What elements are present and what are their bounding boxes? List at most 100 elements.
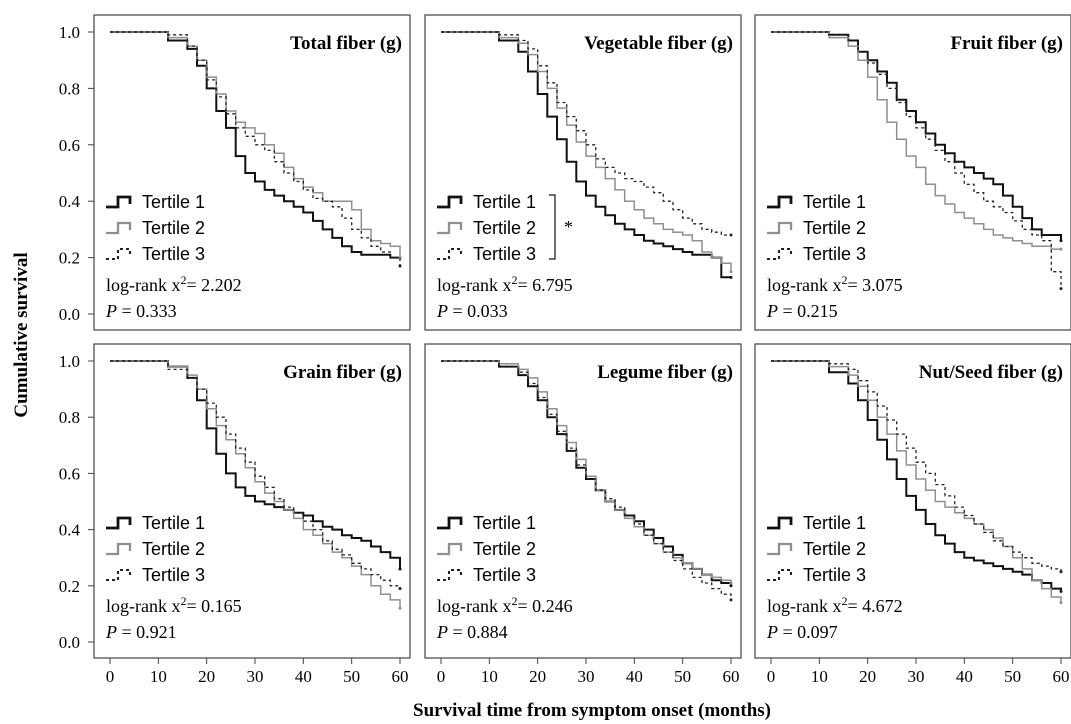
legend-symbol (437, 542, 463, 556)
panel-frame (424, 343, 742, 659)
censor-marker (1059, 601, 1063, 605)
chart-panel: Vegetable fiber (g) Tertile 1 Tertile 2 Ter… (424, 14, 742, 331)
censor-marker (1059, 287, 1063, 291)
x-tick-label: 0 (106, 667, 115, 686)
legend-label: Tertile 1 (803, 513, 866, 533)
legend-symbol (106, 568, 132, 582)
legend-symbol (437, 195, 463, 209)
chart-panel: 0 10 20 30 40 50 60 Nut/Seed fiber (g) Tertile 1… (754, 343, 1071, 686)
censor-marker (729, 581, 733, 585)
panel-title: Nut/Seed fiber (g) (919, 362, 1063, 383)
series-line-tertile-2 (110, 31, 401, 258)
censor-marker (398, 264, 402, 268)
x-tick-label: 60 (392, 667, 409, 686)
legend-symbol (106, 247, 132, 261)
legend-symbol (437, 221, 463, 235)
panel-title: Total fiber (g) (290, 33, 402, 54)
legend-symbol (767, 568, 793, 582)
log-rank-stat: log-rank x2= 2.202 (106, 273, 242, 295)
y-tick-label: 0.8 (59, 408, 80, 427)
x-tick-label: 60 (723, 667, 740, 686)
p-value: P = 0.215 (766, 301, 838, 321)
series-line-tertile-1 (441, 31, 731, 279)
y-tick-label: 0.6 (59, 464, 80, 483)
p-value: P = 0.333 (105, 301, 177, 321)
censor-marker (398, 606, 402, 610)
significance-bracket (549, 194, 556, 260)
log-rank-stat: log-rank x2= 3.075 (767, 273, 903, 295)
panel-frame (93, 14, 411, 331)
series-line-tertile-2 (771, 360, 1062, 603)
x-tick-label: 30 (908, 667, 925, 686)
legend-label: Tertile 3 (142, 244, 205, 264)
series-line-tertile-3 (441, 360, 732, 600)
legend-label: Tertile 1 (473, 513, 536, 533)
legend-label: Tertile 3 (803, 565, 866, 585)
x-tick-label: 40 (626, 667, 643, 686)
x-tick-label: 0 (437, 667, 446, 686)
p-value: P = 0.033 (436, 301, 508, 321)
legend-label: Tertile 3 (473, 565, 536, 585)
p-value: P = 0.097 (766, 622, 838, 642)
legend-label: Tertile 3 (142, 565, 205, 585)
significance-marker: * (564, 217, 573, 237)
log-rank-stat: log-rank x2= 0.165 (106, 594, 242, 616)
chart-panel: 0.0 0.2 0.4 0.6 0.8 1.0 0 10 20 30 40 50 60 Grain fib… (59, 343, 411, 686)
series-line-tertile-3 (110, 31, 401, 267)
y-tick-label: 0.4 (59, 192, 81, 211)
panels: 0.0 0.2 0.4 0.6 0.8 1.0 Total fiber (g) Tertile… (59, 14, 1071, 686)
panel-title: Grain fiber (g) (283, 362, 402, 383)
p-value: P = 0.884 (436, 622, 508, 642)
legend-symbol (437, 247, 463, 261)
x-tick-label: 40 (956, 667, 973, 686)
legend-symbol (106, 516, 132, 530)
chart-panel: 0 10 20 30 40 50 60 Legume fiber (g) Tertile 1 Te… (424, 343, 742, 686)
x-tick-label: 50 (1004, 667, 1021, 686)
censor-marker (398, 256, 402, 260)
legend-symbol (437, 516, 463, 530)
y-tick-label: 0.0 (59, 305, 80, 324)
legend-label: Tertile 2 (803, 218, 866, 238)
y-tick-label: 1.0 (59, 352, 80, 371)
x-tick-label: 20 (198, 667, 215, 686)
panel-title: Legume fiber (g) (597, 362, 733, 383)
censor-marker (1059, 239, 1063, 243)
series-line-tertile-1 (771, 360, 1062, 592)
chart-panel: Fruit fiber (g) Tertile 1 Tertile 2 Tertile… (754, 14, 1071, 331)
x-tick-label: 10 (481, 667, 498, 686)
y-tick-label: 0.0 (59, 633, 80, 652)
x-tick-label: 30 (247, 667, 264, 686)
series-line-tertile-1 (110, 31, 400, 259)
legend-label: Tertile 2 (473, 218, 536, 238)
series-line-tertile-3 (110, 360, 401, 589)
censor-marker (1059, 570, 1063, 574)
censor-marker (729, 270, 733, 274)
legend-label: Tertile 2 (473, 539, 536, 559)
legend-label: Tertile 3 (473, 244, 536, 264)
x-tick-label: 50 (343, 667, 360, 686)
legend-symbol (106, 542, 132, 556)
legend-label: Tertile 3 (803, 244, 866, 264)
log-rank-stat: log-rank x2= 0.246 (437, 594, 573, 616)
x-tick-label: 20 (529, 667, 546, 686)
legend-label: Tertile 2 (142, 539, 205, 559)
legend-label: Tertile 1 (142, 192, 205, 212)
censor-marker (1059, 247, 1063, 251)
x-tick-label: 60 (1053, 667, 1070, 686)
x-tick-label: 40 (295, 667, 312, 686)
panel-frame (754, 14, 1071, 331)
y-axis-label: Cumulative survival (11, 252, 32, 417)
legend-symbol (106, 195, 132, 209)
censor-marker (1059, 589, 1063, 593)
series-line-tertile-2 (771, 31, 1061, 250)
x-tick-label: 10 (811, 667, 828, 686)
legend-label: Tertile 2 (142, 218, 205, 238)
log-rank-stat: log-rank x2= 4.672 (767, 594, 903, 616)
x-tick-label: 50 (674, 667, 691, 686)
legend-symbol (767, 195, 793, 209)
panel-title: Fruit fiber (g) (950, 33, 1063, 54)
censor-marker (729, 275, 733, 279)
y-tick-label: 0.2 (59, 577, 80, 596)
y-tick-label: 0.2 (59, 249, 80, 268)
